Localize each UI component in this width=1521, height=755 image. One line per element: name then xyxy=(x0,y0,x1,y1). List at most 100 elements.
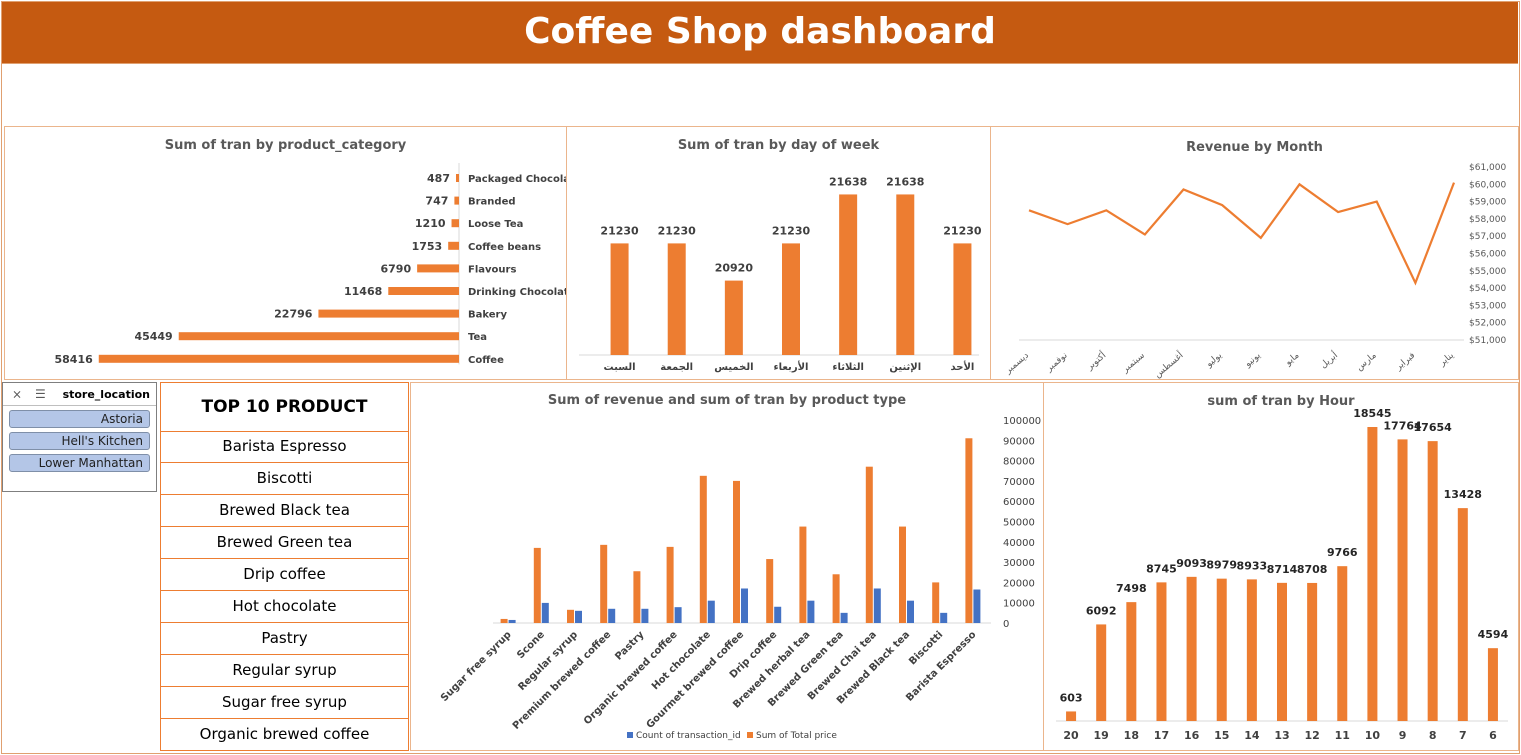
hour-tick-label: 17 xyxy=(1154,729,1169,742)
multi-select-icon[interactable]: ☰ xyxy=(35,387,46,401)
hour-bar xyxy=(1066,711,1077,721)
slicer-item-astoria[interactable]: Astoria xyxy=(9,410,150,428)
panel-product[interactable]: Sum of revenue and sum of tran by produc… xyxy=(410,382,1044,751)
hour-data-label: 8979 xyxy=(1206,559,1237,572)
hour-data-label: 4594 xyxy=(1478,628,1509,641)
category-tick-label: Loose Tea xyxy=(468,219,523,230)
weekday-tick-label: الأربعاء xyxy=(774,360,809,373)
product-bar-count xyxy=(541,602,549,623)
hour-bar xyxy=(1186,576,1197,721)
hour-data-label: 13428 xyxy=(1444,488,1482,501)
product-bar-count xyxy=(508,619,516,623)
hour-tick-label: 18 xyxy=(1124,729,1139,742)
product-y-tick: 90000 xyxy=(1003,436,1035,447)
product-tick-label: Scone xyxy=(515,629,547,661)
top10-item: Hot chocolate xyxy=(161,591,408,623)
hour-tick-label: 15 xyxy=(1214,729,1229,742)
top10-item: Sugar free syrup xyxy=(161,687,408,719)
hour-chart: 603 20 6092 19 7498 18 8745 17 9093 16 8979 15 8933 1… xyxy=(1056,407,1509,742)
product-tick-label: Sugar free syrup xyxy=(439,629,514,704)
hour-data-label: 8714 xyxy=(1267,563,1298,576)
product-bar-count xyxy=(940,612,948,623)
product-bar-count xyxy=(907,600,914,623)
hour-tick-label: 19 xyxy=(1094,729,1109,742)
month-y-tick: $60,000 xyxy=(1469,180,1506,190)
category-data-label: 1210 xyxy=(415,217,446,230)
product-tick-label: Pastry xyxy=(613,629,647,663)
weekday-bar xyxy=(896,194,915,355)
month-y-tick: $55,000 xyxy=(1469,267,1506,277)
product-bar-price xyxy=(699,475,707,623)
category-data-label: 45449 xyxy=(134,330,172,343)
category-data-label: 11468 xyxy=(344,285,382,298)
month-y-tick: $61,000 xyxy=(1469,163,1506,173)
product-bar-count xyxy=(774,606,782,623)
category-tick-label: Tea xyxy=(468,332,487,343)
weekday-data-label: 21638 xyxy=(886,175,924,188)
category-tick-label: Flavours xyxy=(468,264,516,275)
category-tick-label: Coffee xyxy=(468,355,504,366)
slicer-item-hells-kitchen[interactable]: Hell's Kitchen xyxy=(9,432,150,450)
legend-swatch-price xyxy=(747,732,753,738)
month-tick-label: يوليو xyxy=(1204,350,1225,370)
category-data-label: 747 xyxy=(425,195,448,208)
top10-product-table: TOP 10 PRODUCT Barista Espresso Biscotti… xyxy=(160,382,409,751)
product-bar-count xyxy=(674,607,682,623)
hour-data-label: 18545 xyxy=(1353,407,1391,420)
product-y-tick: 10000 xyxy=(1003,599,1035,610)
product-bar-price xyxy=(567,609,574,623)
hour-bar xyxy=(1457,508,1468,721)
product-y-tick: 50000 xyxy=(1003,518,1035,529)
month-tick-label: أكتوبر xyxy=(1083,349,1108,373)
hour-tick-label: 12 xyxy=(1304,729,1319,742)
category-bar xyxy=(451,219,459,228)
top10-item: Brewed Black tea xyxy=(161,495,408,527)
weekday-data-label: 21638 xyxy=(829,175,867,188)
month-y-tick: $54,000 xyxy=(1469,284,1506,294)
category-tick-label: Coffee beans xyxy=(468,242,541,253)
weekday-bar xyxy=(839,194,858,355)
hour-data-label: 6092 xyxy=(1086,604,1117,617)
hour-data-label: 603 xyxy=(1060,691,1083,704)
hour-tick-label: 20 xyxy=(1063,729,1079,742)
weekday-tick-label: الجمعة xyxy=(660,362,693,373)
category-bar xyxy=(98,354,459,363)
weekday-data-label: 21230 xyxy=(772,224,811,237)
top10-title: TOP 10 PRODUCT xyxy=(161,383,408,432)
product-bar-price xyxy=(899,526,906,623)
legend-label-price: Sum of Total price xyxy=(756,731,837,741)
hour-tick-label: 14 xyxy=(1244,729,1260,742)
month-y-tick: $57,000 xyxy=(1469,232,1506,242)
product-y-tick: 30000 xyxy=(1003,558,1035,569)
legend-label-count: Count of transaction_id xyxy=(636,731,741,741)
category-data-label: 6790 xyxy=(381,262,412,275)
panel-month[interactable]: Revenue by Month $51,000 $52,000 $53,000 $5… xyxy=(990,126,1519,380)
weekday-tick-label: الأحد xyxy=(950,360,974,373)
month-y-tick: $58,000 xyxy=(1469,215,1506,225)
top10-item: Biscotti xyxy=(161,463,408,495)
panel-hour[interactable]: sum of tran by Hour 603 20 6092 19 7498 18 874… xyxy=(1043,382,1519,751)
product-tick-label: Regular syrup xyxy=(516,629,580,693)
slicer-item-lower-manhattan[interactable]: Lower Manhattan xyxy=(9,454,150,472)
month-tick-label: أغسطس xyxy=(1152,349,1186,380)
product-bar-price xyxy=(633,571,641,623)
weekday-tick-label: الثلاثاء xyxy=(832,362,863,373)
hour-bar xyxy=(1216,578,1227,721)
product-tick-label: Hot chocolate xyxy=(650,629,713,692)
category-tick-label: Bakery xyxy=(468,310,507,321)
month-tick-label: نوفمبر xyxy=(1044,351,1070,375)
panel-weekday[interactable]: Sum of tran by day of week 21230 السبت 212… xyxy=(566,126,991,380)
weekday-tick-label: الإثنين xyxy=(889,362,921,373)
panel-category[interactable]: Sum of tran by product_category 487 Packa… xyxy=(4,126,567,380)
filter-clear-icon[interactable]: ⨯ xyxy=(12,387,23,401)
legend-swatch-count xyxy=(627,732,633,738)
weekday-data-label: 20920 xyxy=(715,262,754,275)
top10-item: Drip coffee xyxy=(161,559,408,591)
top10-item: Pastry xyxy=(161,623,408,655)
product-bar-price xyxy=(533,547,541,623)
product-bar-price xyxy=(865,466,873,623)
hour-tick-label: 11 xyxy=(1335,729,1350,742)
top10-item: Regular syrup xyxy=(161,655,408,687)
product-bar-count xyxy=(873,588,881,623)
